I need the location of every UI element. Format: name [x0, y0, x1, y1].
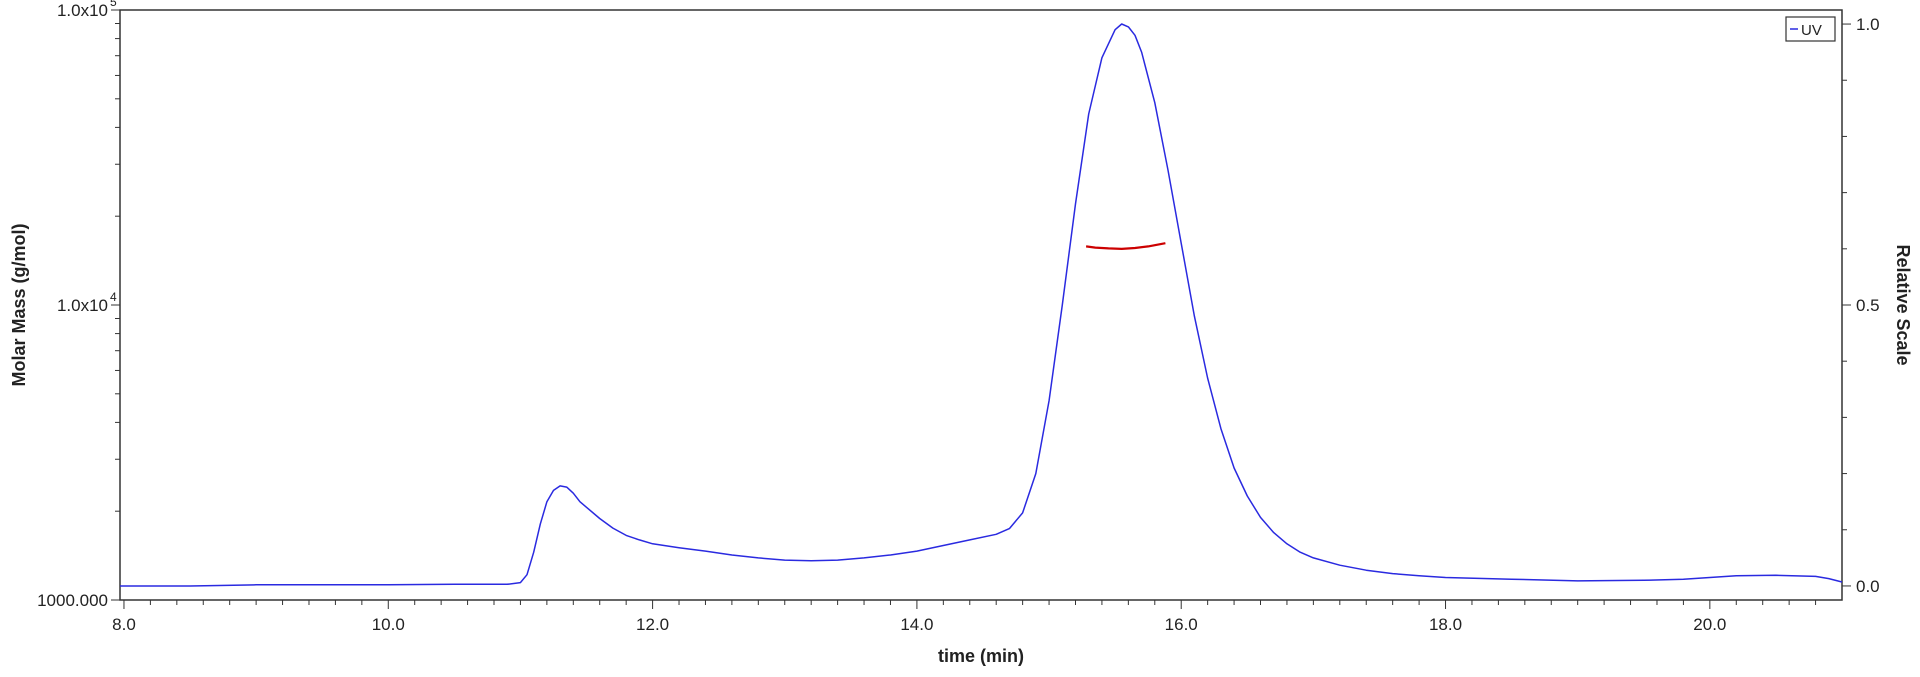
y-left-tick-exponent: 4 [110, 290, 117, 304]
y-left-tick-label: 1.0x10 [57, 1, 108, 20]
plot-area-frame [119, 9, 1843, 601]
ticks-layer: 8.0 10.0 12.0 14.0 16.0 18.0 20.01.0x10 51.0x10… [37, 0, 1880, 634]
y-left-axis-title: Molar Mass (g/mol) [9, 223, 29, 386]
x-tick-label: 20.0 [1693, 615, 1726, 634]
x-tick-label: 12.0 [636, 615, 669, 634]
x-tick-label: 16.0 [1165, 615, 1198, 634]
series-layer [120, 23, 1843, 587]
molar-mass-line [1085, 242, 1166, 250]
x-tick-label: 14.0 [900, 615, 933, 634]
series-uv-line [120, 23, 1843, 587]
legend[interactable]: UV [1785, 16, 1836, 42]
legend-entry-uv: UV [1801, 22, 1822, 39]
y-right-axis-title: Relative Scale [1893, 244, 1913, 365]
y-right-tick-label: 1.0 [1856, 15, 1880, 34]
y-right-tick-label: 0.0 [1856, 577, 1880, 596]
y-left-tick-label: 1.0x10 [57, 296, 108, 315]
x-tick-label: 8.0 [112, 615, 136, 634]
x-axis-title: time (min) [938, 646, 1024, 666]
x-tick-label: 18.0 [1429, 615, 1462, 634]
y-left-tick-label: 1000.000 [37, 591, 108, 610]
y-right-tick-label: 0.5 [1856, 296, 1880, 315]
x-tick-label: 10.0 [372, 615, 405, 634]
y-left-tick-exponent: 5 [110, 0, 117, 9]
